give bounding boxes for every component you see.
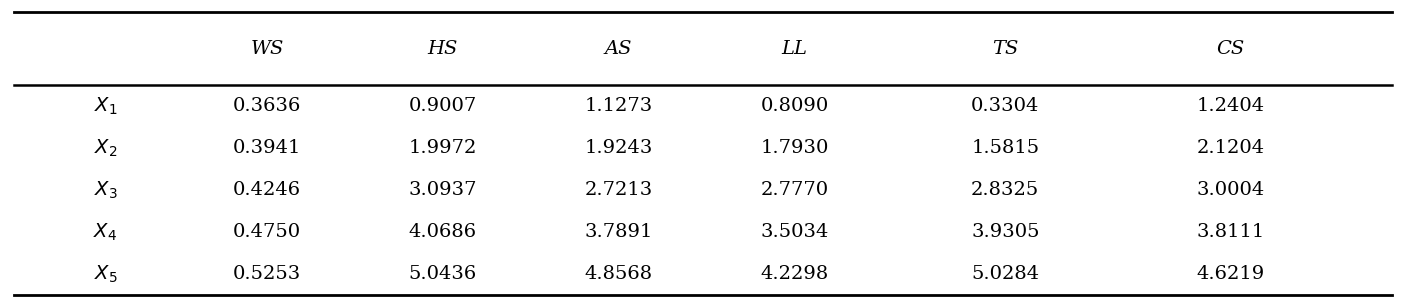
Text: 1.9972: 1.9972 — [409, 139, 477, 157]
Text: 4.8568: 4.8568 — [585, 265, 652, 283]
Text: $X_1$: $X_1$ — [94, 95, 117, 117]
Text: 2.7213: 2.7213 — [585, 181, 652, 199]
Text: 0.5253: 0.5253 — [233, 265, 301, 283]
Text: 3.0004: 3.0004 — [1197, 181, 1264, 199]
Text: 0.3304: 0.3304 — [972, 97, 1039, 115]
Text: 1.7930: 1.7930 — [761, 139, 828, 157]
Text: 2.8325: 2.8325 — [972, 181, 1039, 199]
Text: 1.9243: 1.9243 — [585, 139, 652, 157]
Text: 4.2298: 4.2298 — [761, 265, 828, 283]
Text: 5.0284: 5.0284 — [972, 265, 1039, 283]
Text: $X_4$: $X_4$ — [93, 221, 118, 243]
Text: CS: CS — [1216, 40, 1244, 58]
Text: WS: WS — [250, 40, 284, 58]
Text: 2.1204: 2.1204 — [1197, 139, 1264, 157]
Text: 4.0686: 4.0686 — [409, 223, 477, 241]
Text: $X_3$: $X_3$ — [94, 179, 117, 201]
Text: 4.6219: 4.6219 — [1197, 265, 1264, 283]
Text: 1.5815: 1.5815 — [972, 139, 1039, 157]
Text: 0.3941: 0.3941 — [233, 139, 301, 157]
Text: 3.5034: 3.5034 — [761, 223, 828, 241]
Text: $X_5$: $X_5$ — [94, 263, 117, 285]
Text: 0.3636: 0.3636 — [233, 97, 301, 115]
Text: LL: LL — [782, 40, 807, 58]
Text: 3.9305: 3.9305 — [972, 223, 1039, 241]
Text: 2.7770: 2.7770 — [761, 181, 828, 199]
Text: 0.4246: 0.4246 — [233, 181, 301, 199]
Text: 0.4750: 0.4750 — [233, 223, 301, 241]
Text: HS: HS — [427, 40, 458, 58]
Text: TS: TS — [993, 40, 1018, 58]
Text: 3.0937: 3.0937 — [409, 181, 477, 199]
Text: 5.0436: 5.0436 — [409, 265, 477, 283]
Text: 0.8090: 0.8090 — [761, 97, 828, 115]
Text: 0.9007: 0.9007 — [409, 97, 477, 115]
Text: AS: AS — [605, 40, 633, 58]
Text: 3.8111: 3.8111 — [1197, 223, 1264, 241]
Text: $X_2$: $X_2$ — [94, 137, 117, 159]
Text: 3.7891: 3.7891 — [585, 223, 652, 241]
Text: 1.1273: 1.1273 — [585, 97, 652, 115]
Text: 1.2404: 1.2404 — [1197, 97, 1264, 115]
